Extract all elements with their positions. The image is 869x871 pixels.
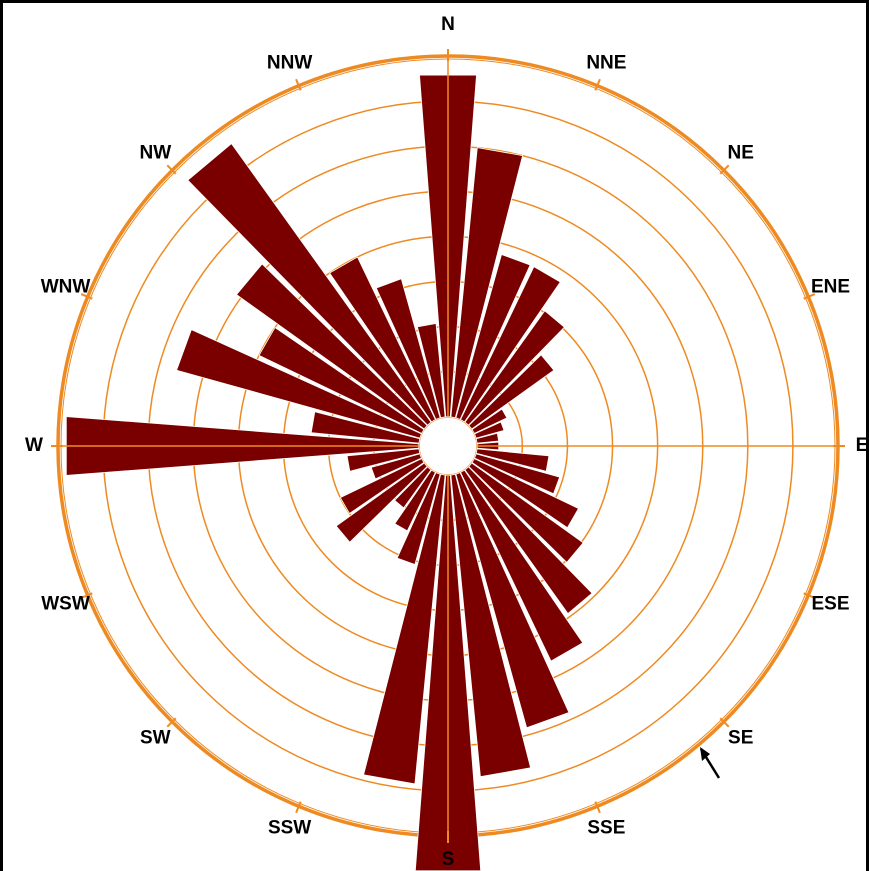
wind-bar — [475, 432, 500, 444]
wind-bar — [394, 469, 436, 532]
wind-rose-chart: N NNE NE ENE E ESE SE SSE S SSW SW WSW W WNW NW NNW — [25, 14, 869, 871]
compass-label-ne: NE — [727, 142, 753, 163]
wind-bar — [468, 462, 584, 563]
compass-label-nw: NW — [139, 142, 171, 163]
compass-label-sw: SW — [140, 728, 171, 749]
compass-tick — [80, 592, 93, 599]
compass-tick — [719, 717, 730, 728]
compass-label-n: N — [441, 14, 455, 35]
wind-bar — [471, 458, 580, 529]
compass-labels: N NNE NE ENE E ESE SE SSE S SSW SW WSW W WNW NW NNW — [25, 14, 869, 870]
wind-bar — [363, 473, 446, 785]
wind-bar — [460, 469, 584, 662]
wind-bar — [464, 466, 593, 615]
wind-bar — [455, 472, 570, 729]
wind-bars — [65, 74, 593, 871]
compass-label-sse: SSE — [587, 818, 625, 839]
wind-bar — [235, 263, 428, 430]
compass-label-wsw: WSW — [41, 593, 90, 614]
wind-bar — [450, 473, 532, 778]
wind-bar — [310, 411, 421, 444]
wind-bar — [474, 421, 505, 439]
compass-tick — [803, 592, 816, 599]
compass-label-ene: ENE — [811, 277, 850, 298]
wind-bar — [187, 143, 432, 426]
wind-bar — [346, 448, 421, 472]
compass-label-nnw: NNW — [267, 53, 312, 74]
wind-bar — [375, 278, 441, 420]
wind-bar — [416, 323, 446, 419]
compass-tick — [295, 801, 302, 814]
wind-bar — [394, 466, 432, 509]
compass-ticks — [51, 49, 845, 843]
compass-label-se: SE — [728, 728, 753, 749]
wind-bar — [339, 458, 425, 515]
wind-bar — [464, 310, 565, 426]
wind-bar — [335, 462, 428, 543]
wind-bar — [474, 453, 561, 495]
compass-label-wnw: WNW — [41, 277, 91, 298]
wind-bar — [455, 253, 531, 420]
compass-label-ese: ESE — [811, 593, 849, 614]
compass-label-s: S — [442, 849, 455, 870]
compass-tick — [166, 717, 177, 728]
compass-tick — [594, 78, 601, 91]
compass-tick — [166, 164, 177, 175]
wind-bar — [450, 147, 524, 419]
compass-tick — [80, 293, 93, 300]
compass-tick — [803, 293, 816, 300]
wind-bar — [468, 354, 555, 430]
compass-label-e: E — [856, 435, 869, 456]
compass-tick — [594, 801, 601, 814]
wind-bar — [370, 453, 422, 480]
compass-label-nne: NNE — [586, 53, 626, 74]
wind-bar — [475, 448, 550, 472]
compass-label-w: W — [25, 435, 43, 456]
wind-bar — [460, 266, 561, 423]
wind-bar — [471, 408, 508, 434]
compass-tick — [295, 78, 302, 91]
compass-tick — [719, 164, 730, 175]
compass-label-ssw: SSW — [268, 818, 311, 839]
wind-bar — [329, 256, 436, 423]
wind-bar — [176, 329, 422, 439]
compass-axes — [58, 56, 838, 836]
mouse-cursor-icon — [699, 747, 721, 779]
wind-bar — [396, 472, 441, 566]
wind-bar — [258, 327, 425, 434]
